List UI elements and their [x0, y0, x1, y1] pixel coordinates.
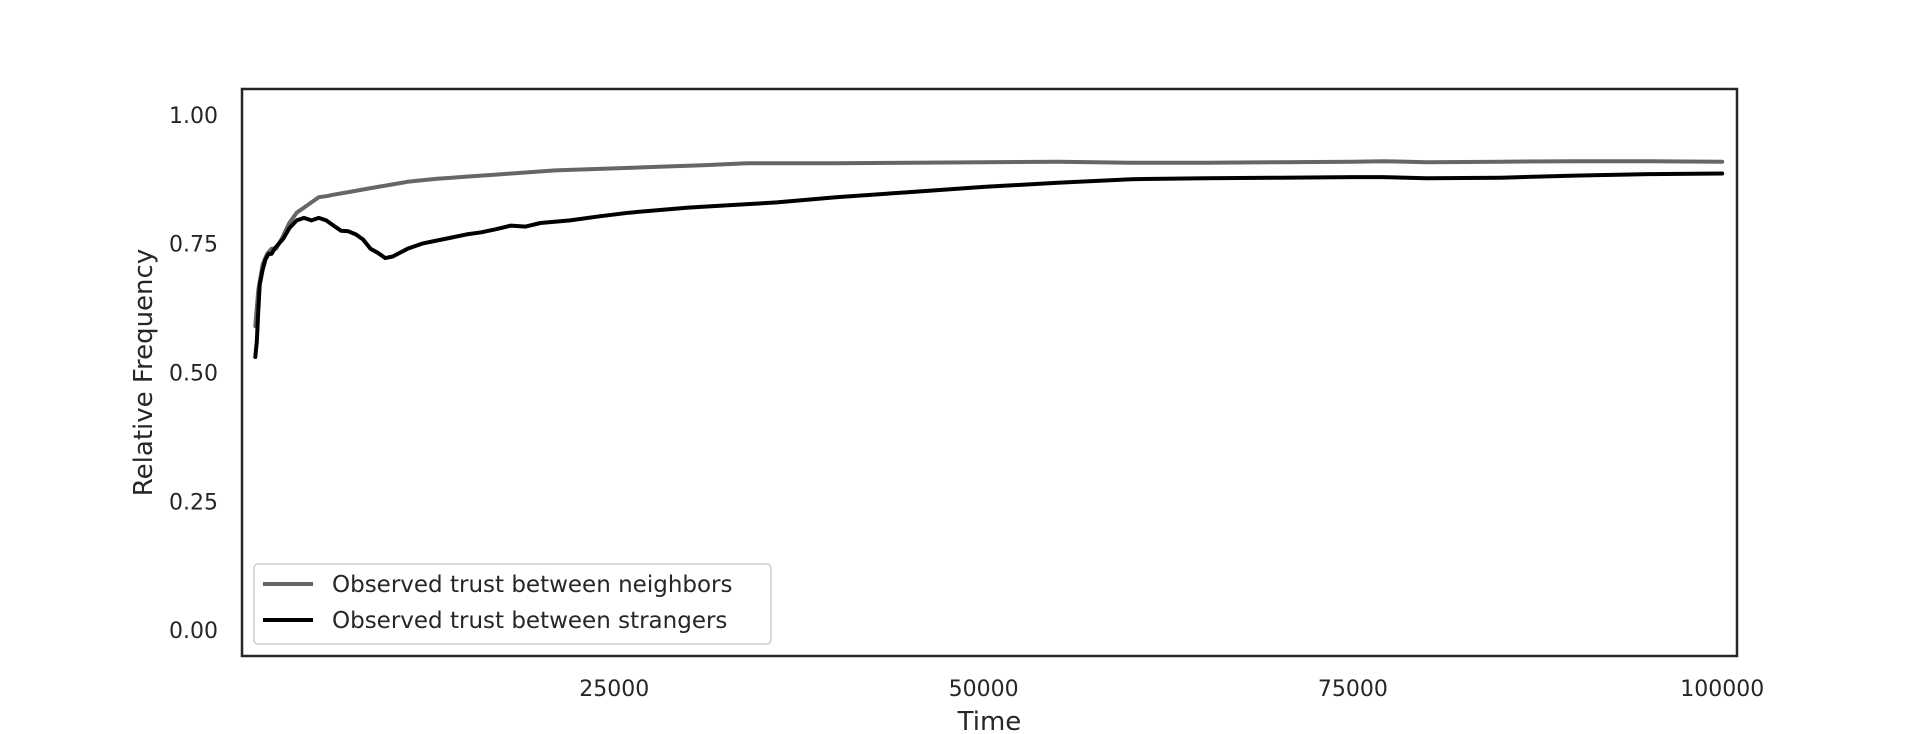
y-axis-ticks: 0.00 0.25 0.50 0.75 1.00 — [169, 104, 218, 644]
x-tick-label: 50000 — [949, 677, 1019, 702]
series-lines — [253, 159, 1725, 359]
legend: Observed trust between neighbors Observe… — [253, 563, 772, 645]
series-line-strangers — [253, 171, 1725, 359]
x-axis-ticks: 25000 50000 75000 100000 — [579, 677, 1764, 702]
x-axis-label: Time — [957, 707, 1022, 734]
y-tick-label: 0.75 — [169, 233, 218, 258]
x-tick-label: 100000 — [1680, 677, 1764, 702]
legend-label-neighbors: Observed trust between neighbors — [332, 572, 733, 598]
series-line-neighbors — [253, 159, 1725, 329]
y-tick-label: 0.50 — [169, 362, 218, 387]
plot-area-frame — [240, 87, 1739, 658]
y-tick-label: 1.00 — [169, 104, 218, 129]
legend-box — [253, 563, 772, 645]
y-tick-label: 0.00 — [169, 619, 218, 644]
legend-label-strangers: Observed trust between strangers — [332, 608, 727, 634]
y-tick-label: 0.25 — [169, 490, 218, 515]
x-tick-label: 25000 — [579, 677, 649, 702]
y-axis-label: Relative Frequency — [129, 249, 159, 496]
x-tick-label: 75000 — [1318, 677, 1388, 702]
